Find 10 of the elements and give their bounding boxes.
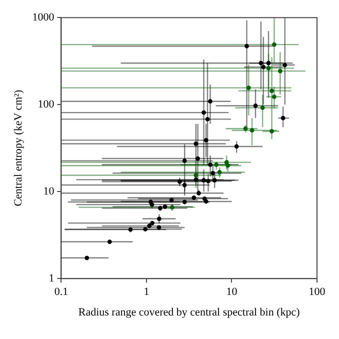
y-tick-label: 1 [48,272,54,284]
x-tick-label: 10 [226,286,238,298]
x-tick-label: 0.1 [54,286,68,298]
x-tick-label: 100 [308,286,326,298]
x-tick-label: 1 [144,286,150,298]
y-axis-title: Central entropy (keV cm²) [12,90,24,206]
x-axis-title: Radius range covered by central spectral bin (kpc) [78,306,300,318]
y-tick-label: 10 [43,185,55,198]
y-tick-label: 100 [38,98,55,110]
y-tick-label: 1000 [32,11,55,24]
